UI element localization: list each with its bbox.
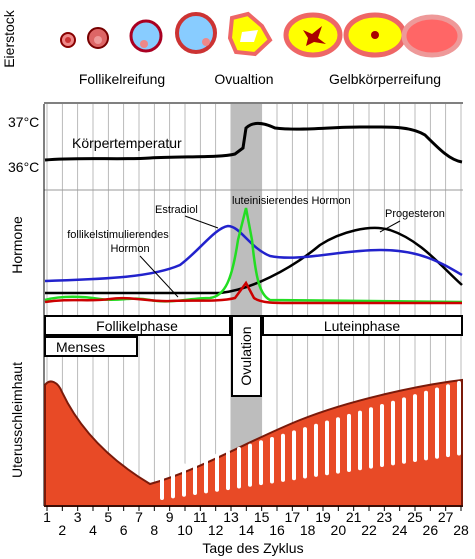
day-label: 9 — [166, 509, 174, 525]
estradiol-curve — [44, 224, 463, 283]
fsh-curve — [44, 280, 462, 305]
gland — [204, 456, 208, 494]
endometrium-label: Uterusschleimhaut — [9, 362, 25, 478]
day-label: 2 — [58, 522, 66, 538]
day-label: 8 — [150, 522, 158, 538]
gland — [435, 387, 439, 459]
day-label: 16 — [269, 522, 285, 538]
day-labels: 1234567891011121314151617181920212223242… — [43, 506, 469, 538]
day-label: 24 — [392, 522, 408, 538]
hormones-label: Hormone — [9, 216, 25, 274]
ovary-icons — [60, 11, 463, 58]
tick-label: 37°C — [8, 114, 39, 130]
gland — [325, 420, 329, 476]
day-label: 28 — [453, 522, 469, 538]
phase-label: Luteinphase — [324, 318, 401, 334]
phase-box — [44, 315, 231, 336]
day-label: 20 — [331, 522, 347, 538]
stage-label: Gelbkörperreifung — [329, 71, 441, 87]
day-label: 13 — [223, 509, 239, 525]
gland — [391, 400, 395, 466]
gland-gaps — [160, 380, 461, 500]
fsh-label: follikelstimulierendes — [67, 229, 169, 241]
stage-label: Ovualtion — [214, 71, 273, 87]
phase-label: Follikelphase — [96, 318, 178, 334]
ovulation-label: Ovulation — [238, 326, 254, 385]
gland — [292, 430, 296, 481]
day-label: 21 — [346, 509, 362, 525]
gland — [182, 463, 186, 497]
gland — [270, 437, 274, 484]
ovary-label: Eierstock — [1, 9, 17, 68]
pointer — [184, 215, 219, 229]
day-label: 5 — [104, 509, 112, 525]
day-label: 17 — [285, 509, 301, 525]
gland — [402, 397, 406, 464]
gland — [424, 390, 428, 461]
gland — [215, 453, 219, 492]
phase-box — [262, 315, 463, 336]
x-axis-label: Tage des Zyklus — [202, 540, 303, 556]
day-label: 18 — [300, 522, 316, 538]
day-label: 23 — [377, 509, 393, 525]
day-label: 15 — [254, 509, 270, 525]
day-label: 6 — [120, 522, 128, 538]
menses-box — [44, 336, 138, 357]
day-label: 11 — [193, 509, 208, 525]
day-label: 10 — [177, 522, 193, 538]
gland — [358, 410, 362, 471]
gland — [457, 380, 461, 456]
pointer — [379, 220, 401, 233]
temperature-label: Körpertemperatur — [72, 135, 182, 151]
lh-label: luteinisierendes Hormon — [232, 195, 351, 207]
day-label: 27 — [438, 509, 454, 525]
gland — [303, 427, 307, 479]
day-label: 4 — [89, 522, 97, 538]
gland — [314, 423, 318, 477]
gland — [281, 433, 285, 482]
day-label: 19 — [315, 509, 331, 525]
gland — [259, 440, 263, 486]
ovulation-box — [231, 315, 262, 397]
day-label: 26 — [423, 522, 439, 538]
gland — [226, 450, 230, 491]
gland — [336, 417, 340, 474]
stage-label: Follikelreifung — [79, 71, 165, 87]
gland — [369, 407, 373, 469]
gland — [193, 460, 197, 496]
progesterone-label: Progesteron — [385, 208, 445, 220]
day-label: 12 — [208, 522, 224, 538]
gland — [171, 466, 175, 499]
menses-label: Menses — [56, 339, 105, 355]
day-label: 14 — [239, 522, 255, 538]
day-label: 1 — [43, 509, 51, 525]
temperature-curve — [44, 122, 463, 164]
gland — [413, 394, 417, 463]
progesterone-curve — [45, 226, 463, 295]
day-label: 22 — [361, 522, 377, 538]
day-label: 25 — [407, 509, 423, 525]
estradiol-label: Estradiol — [155, 204, 198, 216]
gland — [347, 413, 351, 472]
gland — [446, 384, 450, 458]
gland — [237, 446, 241, 489]
gland — [380, 404, 384, 467]
gland — [160, 470, 164, 500]
day-label: 3 — [74, 509, 82, 525]
day-label: 7 — [135, 509, 143, 525]
gland — [248, 443, 252, 487]
fsh-label: Hormon — [110, 243, 149, 255]
endometrium — [44, 378, 463, 507]
pointer — [139, 255, 179, 298]
tick-label: 36°C — [8, 159, 39, 175]
